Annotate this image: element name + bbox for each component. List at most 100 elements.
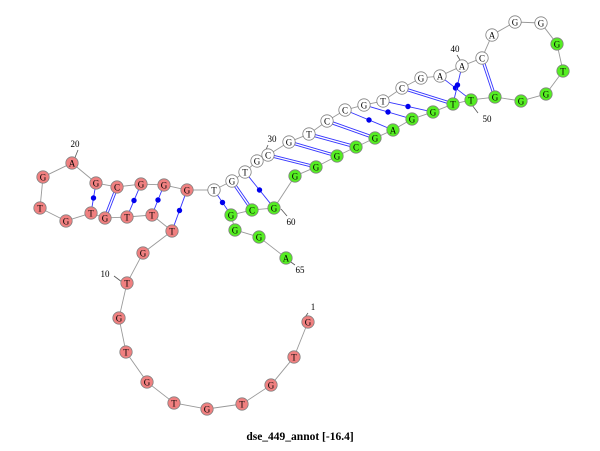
nucleotide-circle[interactable] <box>414 71 428 85</box>
nucleotide[interactable]: A <box>433 69 447 83</box>
nucleotide-circle[interactable] <box>228 223 242 237</box>
nucleotide[interactable]: T <box>556 64 570 78</box>
nucleotide[interactable]: T <box>235 397 249 411</box>
nucleotide-circle[interactable] <box>157 178 171 192</box>
nucleotide-circle[interactable] <box>140 375 154 389</box>
nucleotide-circle[interactable] <box>288 169 302 183</box>
nucleotide-circle[interactable] <box>508 15 522 29</box>
nucleotide[interactable]: T <box>464 93 478 107</box>
nucleotide-circle[interactable] <box>180 183 194 197</box>
nucleotide-circle[interactable] <box>357 98 371 112</box>
nucleotide-circle[interactable] <box>120 210 134 224</box>
nucleotide-circle[interactable] <box>120 276 134 290</box>
nucleotide[interactable]: A <box>65 156 79 170</box>
nucleotide[interactable]: T <box>376 94 390 108</box>
nucleotide-circle[interactable] <box>252 230 266 244</box>
nucleotide-circle[interactable] <box>134 177 148 191</box>
nucleotide-circle[interactable] <box>386 123 400 137</box>
nucleotide-circle[interactable] <box>84 206 98 220</box>
nucleotide[interactable]: G <box>309 160 323 174</box>
nucleotide-circle[interactable] <box>302 127 316 141</box>
nucleotide[interactable]: G <box>514 94 528 108</box>
nucleotide[interactable]: T <box>120 210 134 224</box>
nucleotide[interactable]: T <box>119 345 133 359</box>
nucleotide-circle[interactable] <box>446 97 460 111</box>
nucleotide-circle[interactable] <box>279 251 293 265</box>
nucleotide[interactable]: T <box>287 350 301 364</box>
nucleotide-circle[interactable] <box>282 135 296 149</box>
nucleotide[interactable]: G <box>357 98 371 112</box>
nucleotide[interactable]: T <box>120 276 134 290</box>
nucleotide[interactable]: T <box>165 224 179 238</box>
nucleotide[interactable]: G <box>200 402 214 416</box>
nucleotide-circle[interactable] <box>59 214 73 228</box>
nucleotide[interactable]: T <box>207 183 221 197</box>
nucleotide-circle[interactable] <box>65 156 79 170</box>
nucleotide-circle[interactable] <box>534 16 548 30</box>
nucleotide-circle[interactable] <box>464 93 478 107</box>
nucleotide-circle[interactable] <box>145 208 159 222</box>
nucleotide-circle[interactable] <box>426 105 440 119</box>
nucleotide-circle[interactable] <box>112 311 126 325</box>
nucleotide-circle[interactable] <box>475 51 489 65</box>
nucleotide-circle[interactable] <box>235 397 249 411</box>
nucleotide[interactable]: G <box>414 71 428 85</box>
nucleotide-circle[interactable] <box>110 180 124 194</box>
nucleotide-circle[interactable] <box>287 350 301 364</box>
nucleotide[interactable]: G <box>59 214 73 228</box>
nucleotide[interactable]: G <box>368 131 382 145</box>
nucleotide[interactable]: G <box>267 201 281 215</box>
nucleotide-circle[interactable] <box>136 246 150 260</box>
nucleotide[interactable]: C <box>395 81 409 95</box>
nucleotide[interactable]: T <box>33 201 47 215</box>
nucleotide[interactable]: G <box>550 37 564 51</box>
nucleotide-circle[interactable] <box>514 94 528 108</box>
nucleotide[interactable]: A <box>485 28 499 42</box>
nucleotide-circle[interactable] <box>207 183 221 197</box>
nucleotide-circle[interactable] <box>167 396 181 410</box>
nucleotide-circle[interactable] <box>225 174 239 188</box>
nucleotide[interactable]: T <box>167 396 181 410</box>
nucleotide-circle[interactable] <box>455 59 469 73</box>
nucleotide[interactable]: G <box>89 176 103 190</box>
nucleotide[interactable]: G <box>180 183 194 197</box>
nucleotide[interactable]: T <box>145 208 159 222</box>
nucleotide-circle[interactable] <box>33 201 47 215</box>
nucleotide-circle[interactable] <box>309 160 323 174</box>
nucleotide-circle[interactable] <box>264 378 278 392</box>
nucleotide[interactable]: G <box>534 16 548 30</box>
nucleotide-circle[interactable] <box>98 211 112 225</box>
nucleotide[interactable]: G <box>508 15 522 29</box>
nucleotide[interactable]: G <box>426 105 440 119</box>
nucleotide[interactable]: G <box>488 90 502 104</box>
nucleotide-circle[interactable] <box>395 81 409 95</box>
nucleotide-circle[interactable] <box>301 315 315 329</box>
nucleotide-circle[interactable] <box>556 64 570 78</box>
nucleotide[interactable]: G <box>330 149 344 163</box>
nucleotide-circle[interactable] <box>238 165 252 179</box>
nucleotide-circle[interactable] <box>245 203 259 217</box>
nucleotide[interactable]: C <box>245 203 259 217</box>
nucleotide[interactable]: C <box>475 51 489 65</box>
nucleotide[interactable]: C <box>349 140 363 154</box>
nucleotide[interactable]: G <box>225 174 239 188</box>
nucleotide[interactable]: A <box>386 123 400 137</box>
nucleotide-circle[interactable] <box>485 28 499 42</box>
nucleotide-circle[interactable] <box>261 148 275 162</box>
nucleotide[interactable]: G <box>405 112 419 126</box>
nucleotide[interactable]: G <box>539 87 553 101</box>
nucleotide-circle[interactable] <box>550 37 564 51</box>
nucleotide[interactable]: G <box>98 211 112 225</box>
nucleotide-circle[interactable] <box>539 87 553 101</box>
nucleotide-circle[interactable] <box>165 224 179 238</box>
nucleotide[interactable]: C <box>110 180 124 194</box>
nucleotide[interactable]: G <box>228 223 242 237</box>
nucleotide[interactable]: G <box>157 178 171 192</box>
nucleotide-circle[interactable] <box>119 345 133 359</box>
nucleotide[interactable]: G <box>134 177 148 191</box>
nucleotide-circle[interactable] <box>36 170 50 184</box>
nucleotide[interactable]: G <box>112 311 126 325</box>
nucleotide[interactable]: T <box>84 206 98 220</box>
nucleotide[interactable]: T <box>302 127 316 141</box>
nucleotide-circle[interactable] <box>267 201 281 215</box>
